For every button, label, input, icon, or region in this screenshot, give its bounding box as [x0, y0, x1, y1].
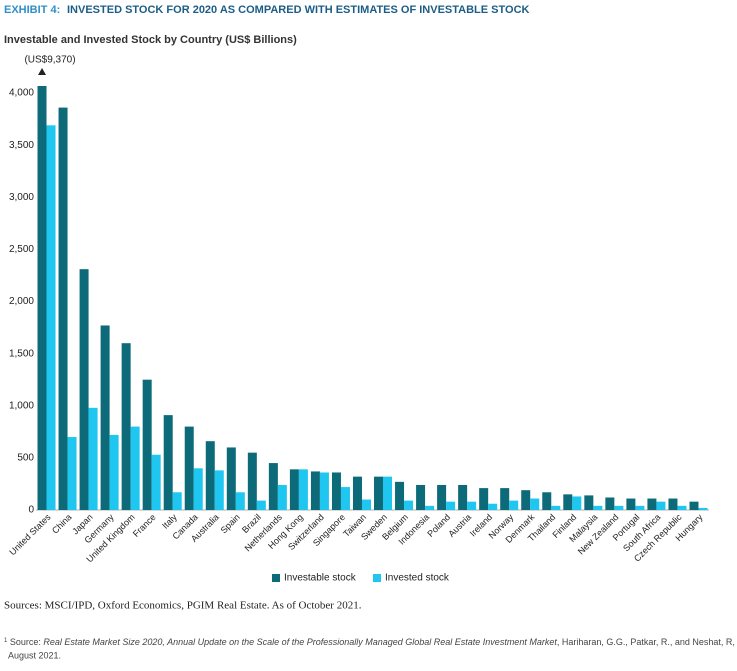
bar	[383, 476, 393, 510]
bar	[268, 463, 278, 510]
bar	[425, 505, 435, 510]
y-tick-label: 0	[28, 505, 34, 516]
bar	[551, 505, 561, 510]
bar	[668, 498, 678, 510]
bar	[310, 471, 320, 510]
bar	[88, 407, 98, 510]
bar	[635, 505, 645, 510]
legend-label: Invested stock	[385, 573, 450, 584]
legend-label: Investable stock	[284, 573, 357, 584]
bar	[416, 484, 426, 510]
x-tick-label: Austria	[446, 512, 473, 539]
bar	[277, 484, 287, 510]
bar	[67, 437, 77, 510]
bar	[46, 125, 56, 510]
chart-subtitle: Investable and Invested Stock by Country…	[4, 34, 297, 46]
bar	[121, 343, 131, 510]
bar	[479, 488, 489, 510]
bar	[488, 503, 498, 510]
bar	[193, 468, 203, 510]
bar	[437, 484, 447, 510]
bar	[509, 500, 519, 510]
bar	[172, 492, 182, 510]
x-tick-label: France	[131, 512, 158, 539]
bar	[698, 507, 708, 510]
bar	[614, 505, 624, 510]
y-tick-label: 1,500	[9, 348, 34, 359]
bar	[563, 494, 573, 510]
x-tick-label: China	[50, 512, 74, 536]
bar	[247, 452, 257, 510]
bar	[626, 498, 636, 510]
bar	[689, 501, 699, 510]
bar	[677, 505, 687, 510]
legend-swatch	[373, 574, 381, 582]
bar	[647, 498, 657, 510]
bar	[352, 476, 362, 510]
bar	[500, 488, 510, 510]
y-tick-label: 3,500	[9, 140, 34, 151]
chart-label: EXHIBIT 4:	[4, 4, 60, 16]
annotation-arrow	[38, 68, 47, 75]
plot-area	[37, 86, 708, 510]
bar	[361, 499, 371, 510]
bar	[109, 434, 119, 510]
bar	[142, 379, 152, 510]
bar	[331, 472, 341, 510]
footnote: 1 Source: Real Estate Market Size 2020, …	[4, 637, 735, 647]
bar	[446, 501, 456, 510]
bar	[226, 447, 236, 510]
bar	[289, 469, 299, 510]
bar	[184, 426, 194, 510]
bar	[572, 496, 582, 510]
x-tick-label: Spain	[219, 512, 242, 535]
y-tick-label: 500	[17, 453, 34, 464]
footnote-prefix: Source:	[7, 637, 43, 647]
bar	[458, 484, 468, 510]
bar	[521, 490, 531, 510]
bar	[374, 476, 384, 510]
bar	[404, 500, 414, 510]
footnote-work: Real Estate Market Size 2020, Annual Upd…	[43, 637, 557, 647]
bar	[256, 500, 266, 510]
bar	[584, 495, 594, 510]
bar	[593, 505, 603, 510]
bar	[214, 470, 224, 510]
bar	[58, 107, 68, 510]
bar	[79, 269, 89, 510]
footnote-mark: 1	[4, 638, 8, 644]
bar	[319, 472, 329, 510]
footnote-suffix: , Hariharan, G.G., Patkar, R., and Nesha…	[557, 637, 735, 647]
bar	[298, 469, 308, 510]
bar	[340, 487, 350, 510]
chart-title: INVESTED STOCK FOR 2020 AS COMPARED WITH…	[67, 4, 530, 16]
bar	[163, 415, 173, 510]
bar	[395, 481, 405, 510]
bar	[235, 492, 245, 510]
annotation: (US$9,370)	[24, 55, 75, 66]
bar	[467, 501, 477, 510]
y-tick-label: 2,500	[9, 244, 34, 255]
source-note: Sources: MSCI/IPD, Oxford Economics, PGI…	[4, 600, 362, 612]
y-tick-label: 2,000	[9, 296, 34, 307]
legend-swatch	[272, 574, 280, 582]
y-tick-label: 1,000	[9, 400, 34, 411]
bar	[656, 501, 666, 510]
bar	[542, 492, 552, 510]
x-tick-label: United States	[7, 512, 53, 558]
bar	[100, 325, 110, 510]
bar	[130, 426, 140, 510]
y-tick-label: 4,000	[9, 88, 34, 99]
bar	[151, 454, 161, 510]
bar	[605, 497, 615, 510]
footnote-date: August 2021.	[8, 650, 61, 660]
bar	[530, 498, 540, 510]
bar	[37, 86, 47, 510]
y-tick-label: 3,000	[9, 192, 34, 203]
bar	[205, 441, 215, 510]
